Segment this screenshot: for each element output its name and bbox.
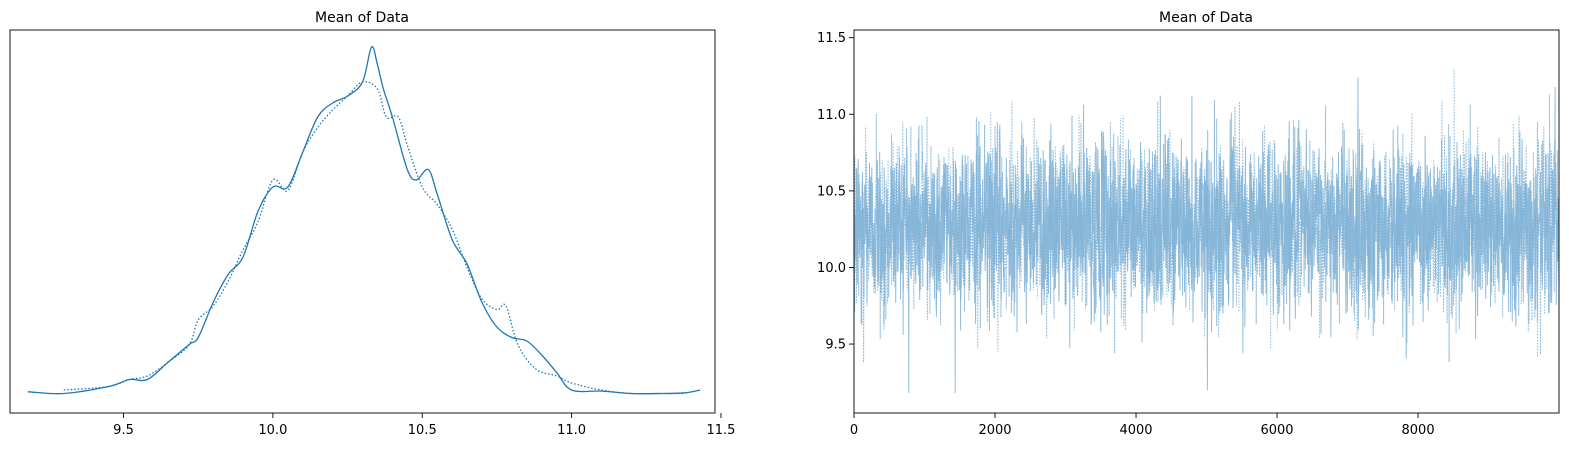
- density-panel: Mean of Data 9.5 10.0 10.5 11.0 11.5: [9, 10, 735, 438]
- trace-x-tick-label: 0: [850, 423, 858, 438]
- density-title: Mean of Data: [315, 10, 409, 26]
- trace-panel: Mean of Data 0 2000 4000 6000 8000 9.5 10.0 10…: [817, 10, 1560, 438]
- trace-y-tick-label: 11.0: [817, 108, 846, 123]
- trace-x-tick-label: 6000: [1260, 423, 1293, 438]
- trace-series: [853, 69, 1560, 394]
- trace-x-tick-label: 8000: [1402, 423, 1435, 438]
- density-x-tick-label: 9.5: [113, 423, 134, 438]
- density-series: [27, 45, 701, 395]
- trace-y-tick-label: 9.5: [825, 338, 846, 353]
- density-line-dotted: [63, 81, 686, 395]
- trace-plot-frame: [853, 29, 1560, 414]
- density-x-tick-label: 11.0: [557, 423, 586, 438]
- trace-x-tick-label: 4000: [1119, 423, 1152, 438]
- density-x-axis: 9.5 10.0 10.5 11.0 11.5: [113, 413, 735, 438]
- trace-title: Mean of Data: [1159, 10, 1253, 26]
- trace-y-tick-label: 10.0: [817, 261, 846, 276]
- density-line-solid: [27, 45, 701, 395]
- trace-y-axis: 9.5 10.0 10.5 11.0 11.5: [817, 31, 854, 353]
- density-x-tick-label: 11.5: [706, 423, 735, 438]
- density-x-tick-label: 10.5: [408, 423, 437, 438]
- trace-y-tick-label: 11.5: [817, 31, 846, 46]
- trace-line-dotted: [853, 69, 1560, 363]
- trace-x-axis: 0 2000 4000 6000 8000: [850, 413, 1435, 438]
- trace-y-tick-label: 10.5: [817, 184, 846, 199]
- trace-x-tick-label: 2000: [978, 423, 1011, 438]
- density-x-tick-label: 10.0: [258, 423, 287, 438]
- density-plot-frame: [9, 29, 716, 414]
